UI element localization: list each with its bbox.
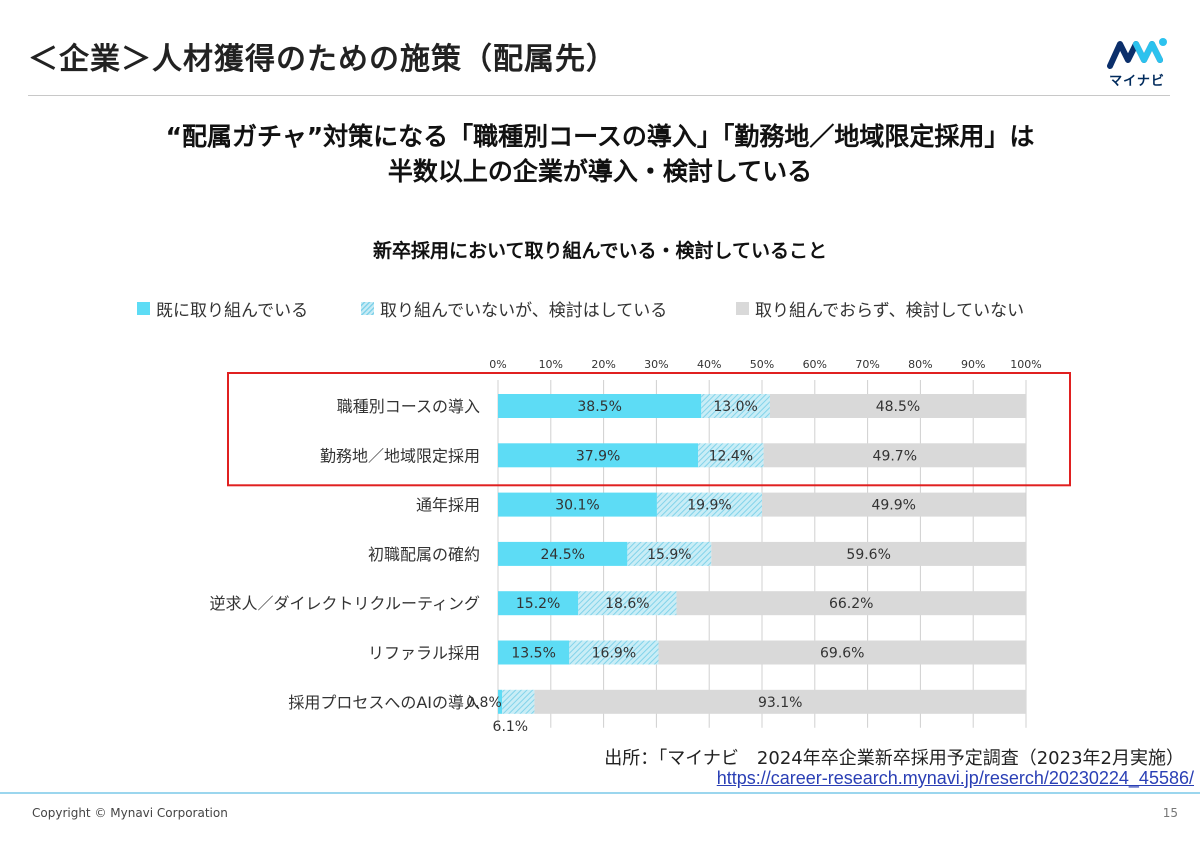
data-label: 49.9% <box>871 498 915 514</box>
bar-segment-not <box>676 591 1026 616</box>
x-tick-label: 0% <box>489 358 506 371</box>
data-label: 66.2% <box>829 596 873 612</box>
logo-text: マイナビ <box>1109 74 1165 89</box>
chart-title: 新卒採用において取り組んでいる・検討していること <box>373 240 827 262</box>
bar-segment-implemented <box>498 689 503 714</box>
data-label: 19.9% <box>687 498 731 514</box>
legend-swatch-hatched <box>361 302 374 315</box>
category-label: 通年採用 <box>416 496 480 515</box>
source-note: 出所：「マイナビ 2024年卒企業新卒採用予定調査（2023年2月実施） <box>604 748 1184 769</box>
bar-segment-implemented <box>498 492 657 517</box>
bar-segment-considering <box>701 394 770 418</box>
bar-segment-considering <box>656 492 762 517</box>
x-tick-label: 80% <box>908 358 932 371</box>
slide-title: ＜企業＞人材獲得のための施策（配属先） <box>28 42 617 77</box>
bar-segment-implemented <box>498 541 628 566</box>
category-label: 初職配属の確約 <box>368 545 480 564</box>
data-label: 69.6% <box>820 646 864 662</box>
legend-swatch-gray <box>736 302 749 315</box>
legend-label: 既に取り組んでいる <box>156 301 309 321</box>
data-label: 38.5% <box>577 399 621 415</box>
bar-segment-implemented <box>498 640 570 665</box>
data-label: 15.9% <box>647 547 691 563</box>
title-divider <box>28 95 1170 96</box>
legend-label: 取り組んでいないが、検討はしている <box>380 301 668 321</box>
bar-segment-implemented <box>498 394 702 418</box>
data-label: 37.9% <box>576 448 620 464</box>
x-tick-label: 60% <box>803 358 827 371</box>
legend-swatch-solid <box>137 302 150 315</box>
data-label: 13.0% <box>713 399 757 415</box>
data-label: 12.4% <box>709 448 753 464</box>
bar-segment-not <box>534 689 1026 714</box>
data-label: 49.7% <box>873 448 917 464</box>
legend-label: 取り組んでおらず、検討していない <box>755 301 1025 321</box>
source-link[interactable]: https://career-research.mynavi.jp/reserc… <box>716 768 1194 788</box>
x-tick-label: 10% <box>539 358 563 371</box>
data-label: 48.5% <box>876 399 920 415</box>
bar-segment-considering <box>578 591 677 616</box>
data-label: 0.8% <box>466 695 502 711</box>
bar-segment-considering <box>698 443 764 468</box>
bar-segment-not <box>658 640 1026 665</box>
mynavi-logo-mark-icon <box>1107 38 1167 69</box>
data-label: 6.1% <box>493 719 529 735</box>
category-label: 逆求人／ダイレクトリクルーティング <box>209 594 480 613</box>
data-label: 16.9% <box>592 646 636 662</box>
bar-segment-implemented <box>498 591 579 616</box>
headline-line-2: 半数以上の企業が導入・検討している <box>387 157 813 186</box>
x-tick-label: 90% <box>961 358 985 371</box>
data-label: 59.6% <box>846 547 890 563</box>
category-label: 採用プロセスへのAIの導入 <box>288 693 480 712</box>
bar-segment-implemented <box>498 443 699 468</box>
bar-segment-considering <box>627 541 712 566</box>
mynavi-logo: マイナビ <box>1106 36 1168 90</box>
data-label: 13.5% <box>511 646 555 662</box>
bar-segment-not <box>762 492 1026 517</box>
copyright-text: Copyright © Mynavi Corporation <box>32 806 228 820</box>
x-tick-label: 70% <box>855 358 879 371</box>
footer-divider <box>0 792 1200 794</box>
highlight-box <box>227 372 1071 487</box>
x-tick-label: 30% <box>644 358 668 371</box>
x-tick-label: 100% <box>1010 358 1041 371</box>
data-label: 18.6% <box>605 596 649 612</box>
category-label: リファラル採用 <box>368 644 480 663</box>
x-tick-label: 40% <box>697 358 721 371</box>
x-tick-label: 50% <box>750 358 774 371</box>
bar-segment-considering <box>569 640 659 665</box>
headline-line-1: “配属ガチャ”対策になる「職種別コースの導入」「勤務地／地域限定採用」は <box>165 122 1035 151</box>
category-label: 職種別コースの導入 <box>337 397 480 416</box>
page-number: 15 <box>1162 806 1178 820</box>
bar-segment-not <box>769 394 1026 418</box>
data-label: 15.2% <box>516 596 560 612</box>
bar-segment-not <box>763 443 1026 468</box>
bar-segment-considering <box>502 689 535 714</box>
data-label: 93.1% <box>758 695 802 711</box>
data-label: 30.1% <box>555 498 599 514</box>
data-label: 24.5% <box>540 547 584 563</box>
x-tick-label: 20% <box>591 358 615 371</box>
bar-segment-not <box>711 541 1026 566</box>
category-label: 勤務地／地域限定採用 <box>320 446 480 465</box>
